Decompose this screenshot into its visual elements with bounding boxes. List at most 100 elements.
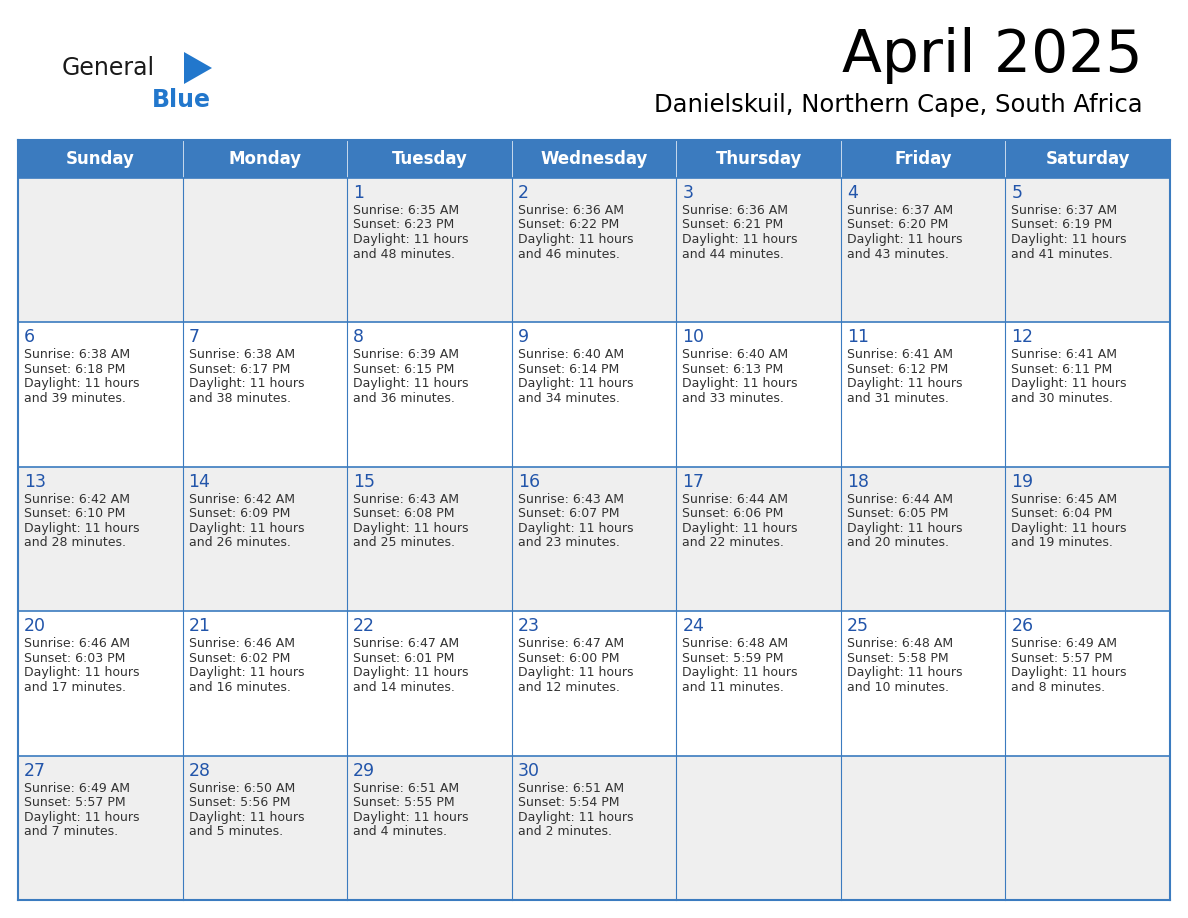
Text: and 8 minutes.: and 8 minutes.: [1011, 681, 1106, 694]
Text: Daylight: 11 hours: Daylight: 11 hours: [353, 521, 468, 535]
Text: and 4 minutes.: and 4 minutes.: [353, 825, 447, 838]
Bar: [1005, 322, 1170, 466]
Text: Sunrise: 6:37 AM: Sunrise: 6:37 AM: [847, 204, 953, 217]
Text: Sunrise: 6:49 AM: Sunrise: 6:49 AM: [24, 781, 129, 795]
Text: 26: 26: [1011, 617, 1034, 635]
Bar: [18, 756, 183, 900]
Text: Sunrise: 6:44 AM: Sunrise: 6:44 AM: [682, 493, 789, 506]
Text: Daylight: 11 hours: Daylight: 11 hours: [518, 521, 633, 535]
Text: Sunset: 6:01 PM: Sunset: 6:01 PM: [353, 652, 455, 665]
Bar: [676, 178, 841, 322]
Text: 12: 12: [1011, 329, 1034, 346]
Text: and 48 minutes.: and 48 minutes.: [353, 248, 455, 261]
Text: Sunday: Sunday: [65, 150, 134, 168]
Text: Daylight: 11 hours: Daylight: 11 hours: [1011, 233, 1127, 246]
Text: Daylight: 11 hours: Daylight: 11 hours: [353, 666, 468, 679]
Bar: [347, 466, 512, 611]
Text: and 28 minutes.: and 28 minutes.: [24, 536, 126, 549]
Text: and 23 minutes.: and 23 minutes.: [518, 536, 620, 549]
Text: Friday: Friday: [895, 150, 952, 168]
Text: Sunrise: 6:47 AM: Sunrise: 6:47 AM: [518, 637, 624, 650]
Text: Tuesday: Tuesday: [392, 150, 467, 168]
Text: 9: 9: [518, 329, 529, 346]
Text: 17: 17: [682, 473, 704, 491]
Bar: [183, 611, 347, 756]
Bar: [841, 466, 1005, 611]
Text: Daylight: 11 hours: Daylight: 11 hours: [24, 377, 139, 390]
Text: Sunset: 6:10 PM: Sunset: 6:10 PM: [24, 508, 126, 521]
Text: 21: 21: [189, 617, 210, 635]
Text: Sunrise: 6:37 AM: Sunrise: 6:37 AM: [1011, 204, 1118, 217]
Text: Sunset: 5:57 PM: Sunset: 5:57 PM: [24, 796, 126, 809]
Text: and 12 minutes.: and 12 minutes.: [518, 681, 620, 694]
Polygon shape: [184, 52, 211, 84]
Text: Daylight: 11 hours: Daylight: 11 hours: [847, 377, 962, 390]
Text: Sunset: 6:00 PM: Sunset: 6:00 PM: [518, 652, 619, 665]
Bar: [1005, 178, 1170, 322]
Bar: [512, 466, 676, 611]
Text: and 5 minutes.: and 5 minutes.: [189, 825, 283, 838]
Text: and 25 minutes.: and 25 minutes.: [353, 536, 455, 549]
Text: Sunset: 6:07 PM: Sunset: 6:07 PM: [518, 508, 619, 521]
Text: 7: 7: [189, 329, 200, 346]
Text: 28: 28: [189, 762, 210, 779]
Text: April 2025: April 2025: [842, 27, 1143, 84]
Text: Sunrise: 6:44 AM: Sunrise: 6:44 AM: [847, 493, 953, 506]
Bar: [18, 178, 183, 322]
Text: 25: 25: [847, 617, 868, 635]
Text: Sunrise: 6:42 AM: Sunrise: 6:42 AM: [189, 493, 295, 506]
Text: Sunrise: 6:36 AM: Sunrise: 6:36 AM: [682, 204, 789, 217]
Text: 1: 1: [353, 184, 365, 202]
Text: Thursday: Thursday: [715, 150, 802, 168]
Bar: [347, 756, 512, 900]
Text: Daylight: 11 hours: Daylight: 11 hours: [847, 233, 962, 246]
Bar: [18, 140, 1170, 178]
Text: Daylight: 11 hours: Daylight: 11 hours: [682, 521, 798, 535]
Text: Wednesday: Wednesday: [541, 150, 647, 168]
Text: and 2 minutes.: and 2 minutes.: [518, 825, 612, 838]
Text: and 17 minutes.: and 17 minutes.: [24, 681, 126, 694]
Text: 8: 8: [353, 329, 365, 346]
Text: Daylight: 11 hours: Daylight: 11 hours: [847, 521, 962, 535]
Text: and 20 minutes.: and 20 minutes.: [847, 536, 949, 549]
Text: Sunrise: 6:43 AM: Sunrise: 6:43 AM: [518, 493, 624, 506]
Bar: [183, 178, 347, 322]
Text: Daylight: 11 hours: Daylight: 11 hours: [1011, 666, 1127, 679]
Text: Sunrise: 6:50 AM: Sunrise: 6:50 AM: [189, 781, 295, 795]
Text: and 39 minutes.: and 39 minutes.: [24, 392, 126, 405]
Text: Sunrise: 6:45 AM: Sunrise: 6:45 AM: [1011, 493, 1118, 506]
Text: General: General: [62, 56, 156, 80]
Text: and 43 minutes.: and 43 minutes.: [847, 248, 949, 261]
Text: and 44 minutes.: and 44 minutes.: [682, 248, 784, 261]
Text: Sunrise: 6:41 AM: Sunrise: 6:41 AM: [847, 349, 953, 362]
Text: Sunset: 6:02 PM: Sunset: 6:02 PM: [189, 652, 290, 665]
Text: Saturday: Saturday: [1045, 150, 1130, 168]
Text: 2: 2: [518, 184, 529, 202]
Text: 19: 19: [1011, 473, 1034, 491]
Text: Sunset: 5:59 PM: Sunset: 5:59 PM: [682, 652, 784, 665]
Bar: [18, 466, 183, 611]
Text: and 26 minutes.: and 26 minutes.: [189, 536, 290, 549]
Text: and 7 minutes.: and 7 minutes.: [24, 825, 118, 838]
Text: Sunset: 5:54 PM: Sunset: 5:54 PM: [518, 796, 619, 809]
Text: Sunset: 6:15 PM: Sunset: 6:15 PM: [353, 363, 455, 375]
Text: Sunrise: 6:42 AM: Sunrise: 6:42 AM: [24, 493, 129, 506]
Bar: [18, 322, 183, 466]
Text: Sunset: 5:57 PM: Sunset: 5:57 PM: [1011, 652, 1113, 665]
Bar: [1005, 756, 1170, 900]
Text: Sunrise: 6:36 AM: Sunrise: 6:36 AM: [518, 204, 624, 217]
Text: Sunset: 6:17 PM: Sunset: 6:17 PM: [189, 363, 290, 375]
Text: 30: 30: [518, 762, 539, 779]
Text: Sunrise: 6:35 AM: Sunrise: 6:35 AM: [353, 204, 460, 217]
Text: 10: 10: [682, 329, 704, 346]
Text: Sunrise: 6:40 AM: Sunrise: 6:40 AM: [518, 349, 624, 362]
Text: Sunset: 6:20 PM: Sunset: 6:20 PM: [847, 218, 948, 231]
Text: Danielskuil, Northern Cape, South Africa: Danielskuil, Northern Cape, South Africa: [655, 93, 1143, 117]
Text: Sunset: 5:55 PM: Sunset: 5:55 PM: [353, 796, 455, 809]
Text: Sunset: 6:14 PM: Sunset: 6:14 PM: [518, 363, 619, 375]
Text: Sunset: 6:11 PM: Sunset: 6:11 PM: [1011, 363, 1113, 375]
Text: Sunrise: 6:51 AM: Sunrise: 6:51 AM: [353, 781, 460, 795]
Bar: [676, 611, 841, 756]
Bar: [841, 178, 1005, 322]
Text: Sunset: 6:18 PM: Sunset: 6:18 PM: [24, 363, 126, 375]
